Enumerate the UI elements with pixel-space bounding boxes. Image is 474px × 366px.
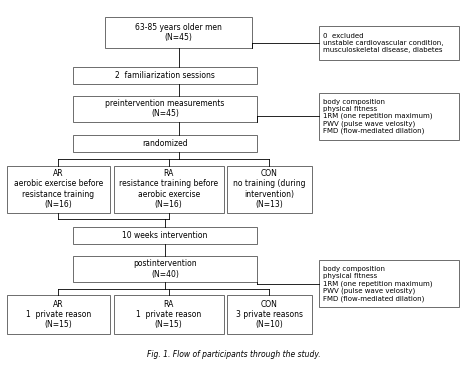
- FancyBboxPatch shape: [73, 135, 257, 152]
- Text: CON
no training (during
intervention)
(N=13): CON no training (during intervention) (N…: [233, 169, 306, 209]
- Text: body composition
physical fitness
1RM (one repetition maximum)
PWV (pulse wave v: body composition physical fitness 1RM (o…: [322, 98, 432, 134]
- FancyBboxPatch shape: [73, 96, 257, 122]
- FancyBboxPatch shape: [73, 227, 257, 244]
- Text: AR
1  private reason
(N=15): AR 1 private reason (N=15): [26, 300, 91, 329]
- FancyBboxPatch shape: [7, 166, 110, 213]
- Text: 10 weeks intervention: 10 weeks intervention: [122, 231, 208, 240]
- Text: CON
3 private reasons
(N=10): CON 3 private reasons (N=10): [236, 300, 303, 329]
- Text: 63-85 years older men
(N=45): 63-85 years older men (N=45): [135, 23, 222, 42]
- Text: AR
aerobic exercise before
resistance training
(N=16): AR aerobic exercise before resistance tr…: [14, 169, 103, 209]
- FancyBboxPatch shape: [7, 295, 110, 335]
- Text: 0  excluded
unstable cardiovascular condition,
musculoskeletal disease, diabetes: 0 excluded unstable cardiovascular condi…: [322, 33, 443, 53]
- FancyBboxPatch shape: [105, 17, 252, 48]
- FancyBboxPatch shape: [227, 295, 312, 335]
- FancyBboxPatch shape: [114, 295, 224, 335]
- FancyBboxPatch shape: [114, 166, 224, 213]
- Text: 2  familiarization sessions: 2 familiarization sessions: [115, 71, 215, 80]
- FancyBboxPatch shape: [319, 26, 459, 60]
- Text: body composition
physical fitness
1RM (one repetition maximum)
PWV (pulse wave v: body composition physical fitness 1RM (o…: [322, 266, 432, 302]
- Text: randomized: randomized: [142, 139, 188, 148]
- Text: Fig. 1. Flow of participants through the study.: Fig. 1. Flow of participants through the…: [147, 350, 321, 359]
- FancyBboxPatch shape: [73, 67, 257, 84]
- FancyBboxPatch shape: [227, 166, 312, 213]
- FancyBboxPatch shape: [319, 93, 459, 140]
- Text: RA
1  private reason
(N=15): RA 1 private reason (N=15): [136, 300, 201, 329]
- Text: postintervention
(N=40): postintervention (N=40): [133, 259, 197, 279]
- FancyBboxPatch shape: [319, 261, 459, 307]
- Text: RA
resistance training before
aerobic exercise
(N=16): RA resistance training before aerobic ex…: [119, 169, 218, 209]
- FancyBboxPatch shape: [73, 256, 257, 282]
- Text: preintervention measurements
(N=45): preintervention measurements (N=45): [105, 99, 225, 119]
